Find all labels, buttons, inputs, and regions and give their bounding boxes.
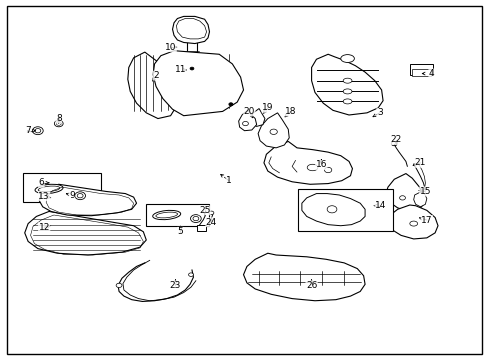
Text: 3: 3 xyxy=(376,108,382,117)
Ellipse shape xyxy=(399,196,405,200)
Polygon shape xyxy=(301,194,365,226)
Text: 12: 12 xyxy=(39,222,50,231)
Polygon shape xyxy=(264,141,352,184)
Text: 5: 5 xyxy=(177,227,183,236)
Bar xyxy=(197,225,205,231)
Ellipse shape xyxy=(75,192,85,200)
Polygon shape xyxy=(153,51,243,116)
Text: 7: 7 xyxy=(25,126,31,135)
Ellipse shape xyxy=(116,283,122,288)
Ellipse shape xyxy=(242,121,248,126)
Ellipse shape xyxy=(32,127,43,135)
Text: 1: 1 xyxy=(225,176,231,185)
Text: 19: 19 xyxy=(262,103,273,112)
Ellipse shape xyxy=(340,55,354,63)
Text: 4: 4 xyxy=(428,69,434,78)
Polygon shape xyxy=(311,54,382,115)
Ellipse shape xyxy=(326,206,336,213)
Ellipse shape xyxy=(343,99,351,104)
Ellipse shape xyxy=(190,67,194,70)
Polygon shape xyxy=(243,253,365,301)
Bar xyxy=(409,64,432,75)
Text: 14: 14 xyxy=(374,201,386,210)
Polygon shape xyxy=(413,193,426,207)
Text: 9: 9 xyxy=(69,190,75,199)
Ellipse shape xyxy=(152,210,181,220)
Ellipse shape xyxy=(208,211,213,215)
Text: 18: 18 xyxy=(285,107,296,116)
Ellipse shape xyxy=(343,78,351,83)
Ellipse shape xyxy=(324,167,331,173)
Bar xyxy=(297,189,392,231)
Text: 16: 16 xyxy=(315,161,326,170)
Text: 22: 22 xyxy=(390,135,401,144)
Text: 13: 13 xyxy=(39,192,50,201)
Bar xyxy=(411,69,430,76)
Ellipse shape xyxy=(54,120,63,127)
Ellipse shape xyxy=(228,103,232,106)
Polygon shape xyxy=(387,205,437,239)
Polygon shape xyxy=(258,113,288,148)
Ellipse shape xyxy=(190,215,201,222)
Text: 26: 26 xyxy=(305,281,317,290)
Polygon shape xyxy=(385,174,423,211)
Polygon shape xyxy=(127,52,175,118)
Text: 10: 10 xyxy=(164,42,176,51)
Polygon shape xyxy=(238,109,256,131)
Text: 17: 17 xyxy=(420,216,432,225)
Polygon shape xyxy=(39,184,136,216)
Text: 21: 21 xyxy=(414,158,426,167)
Text: 23: 23 xyxy=(169,281,181,290)
Text: 15: 15 xyxy=(419,187,430,196)
Ellipse shape xyxy=(343,89,351,94)
Text: 20: 20 xyxy=(243,107,255,116)
Ellipse shape xyxy=(269,129,277,134)
Bar xyxy=(146,203,209,226)
Text: 6: 6 xyxy=(38,178,44,187)
Ellipse shape xyxy=(306,164,317,171)
Text: 24: 24 xyxy=(205,218,217,227)
Text: 8: 8 xyxy=(56,114,61,123)
Ellipse shape xyxy=(35,184,63,194)
Bar xyxy=(23,173,101,202)
Polygon shape xyxy=(250,109,264,126)
Polygon shape xyxy=(25,211,146,255)
Polygon shape xyxy=(172,17,209,44)
Text: 11: 11 xyxy=(174,66,186,75)
Text: 25: 25 xyxy=(199,206,210,215)
Ellipse shape xyxy=(188,273,193,276)
Ellipse shape xyxy=(409,221,417,226)
Text: 2: 2 xyxy=(153,71,159,80)
